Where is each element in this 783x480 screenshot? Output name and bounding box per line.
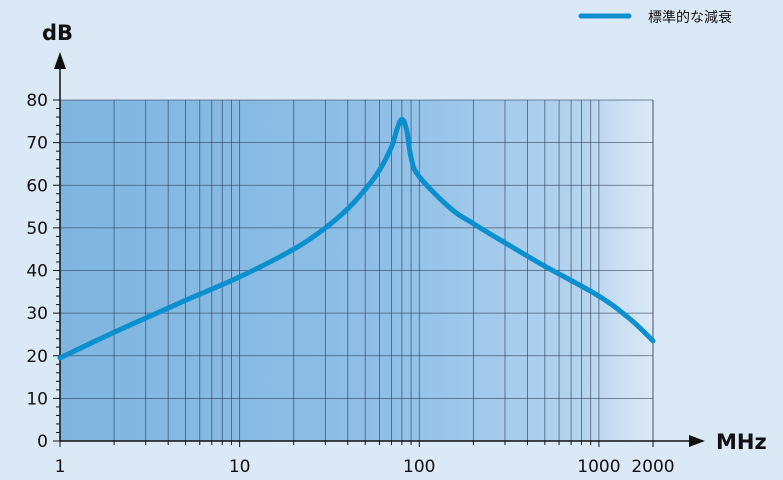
y-tick-label: 80 [26,91,48,111]
x-tick-label: 1 [55,457,66,477]
series-line [57,116,656,361]
legend: 標準的な減衰 [578,9,732,26]
x-tick-label: 2000 [631,457,674,477]
legend-label: 標準的な減衰 [648,9,732,26]
y-tick-label: 70 [26,134,48,154]
x-tick-label: 10 [229,457,251,477]
y-tick-label: 50 [26,219,48,239]
y-axis-arrow [54,52,66,69]
axes [53,52,705,447]
x-axis-arrow [689,435,705,447]
y-tick-label: 40 [26,262,48,282]
grid [59,99,654,441]
y-axis-title: dB [42,21,73,45]
y-tick-label: 0 [37,432,48,452]
y-tick-label: 30 [26,304,48,324]
y-tick-label: 20 [26,347,48,367]
series-layer [57,116,656,361]
y-tick-label: 60 [26,176,48,196]
tick-labels: 0 10 20 30 40 50 60 70 80 1 10 100 1000 2000 [26,91,674,477]
x-axis-title: MHz [716,430,767,454]
y-tick-label: 10 [26,389,48,409]
x-tick-label: 100 [403,457,435,477]
x-tick-label: 1000 [577,457,620,477]
